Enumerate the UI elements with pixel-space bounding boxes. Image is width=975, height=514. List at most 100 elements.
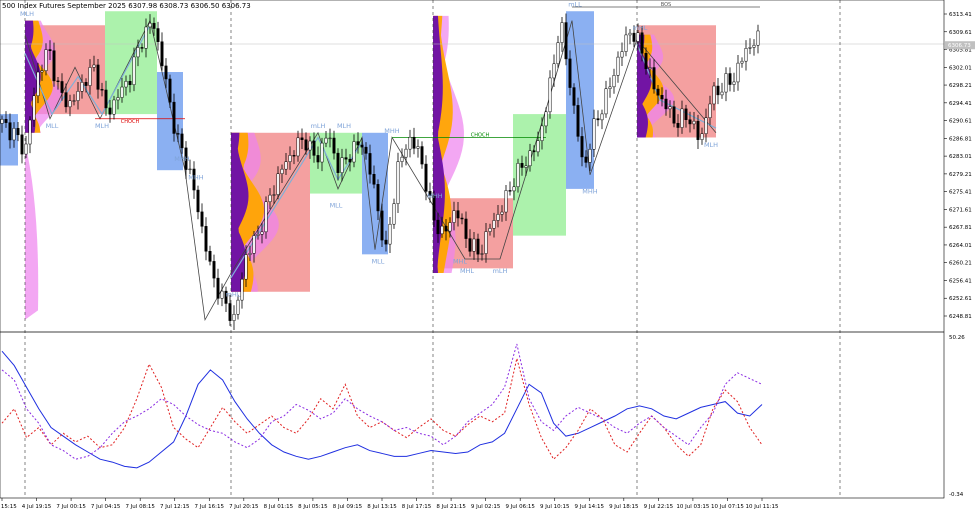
candle-bear (172, 101, 176, 134)
candle-bull (188, 168, 192, 171)
candle-bear (140, 47, 144, 49)
candle-bull (320, 142, 324, 163)
candle-bull (324, 137, 328, 144)
candle-bear (364, 146, 368, 154)
candle-bear (312, 140, 316, 156)
structure-label: mHL (226, 290, 241, 298)
candle-bull (392, 203, 396, 225)
candle-bull (488, 228, 492, 232)
y-tick-label: 6309.61 (949, 30, 972, 36)
y-tick-label: 6294.41 (949, 101, 972, 107)
candle-bull (236, 299, 240, 315)
x-tick-label: 7 Jul 12:15 (160, 504, 190, 510)
candle-bull (264, 201, 268, 233)
candle-bull (648, 67, 652, 70)
candle-bull (352, 141, 356, 163)
y-tick-label: 6267.81 (949, 225, 972, 231)
candle-bull (560, 22, 564, 43)
candle-bull (448, 222, 452, 232)
candle-bull (408, 136, 412, 150)
candle-bear (168, 78, 172, 103)
structure-label: MHL (453, 258, 467, 266)
candle-bull (440, 225, 444, 235)
candle-bear (316, 155, 320, 163)
choch-label: CHOCH (471, 132, 490, 138)
structure-label: MHH (188, 174, 203, 182)
structure-label: MHH (582, 188, 597, 196)
price-badge (945, 41, 975, 50)
candle-bull (620, 51, 624, 58)
y-tick-label: 6275.41 (949, 190, 972, 196)
candle-bear (684, 108, 688, 120)
candle-bear (200, 211, 204, 227)
x-tick-label: 7 Jul 16:15 (195, 504, 225, 510)
candle-bull (268, 194, 272, 203)
price-badge-label: 6306.73 (948, 43, 971, 49)
x-tick-label: 9 Jul 06:15 (505, 504, 535, 510)
candle-bear (372, 173, 376, 185)
candle-bull (36, 71, 40, 97)
candle-bull (524, 165, 528, 168)
candle-bear (376, 184, 380, 212)
structure-label: MLH (95, 122, 109, 130)
candle-bull (240, 278, 244, 301)
x-tick-label: 8 Jul 17:15 (402, 504, 432, 510)
structure-label: MHH (427, 192, 442, 200)
x-tick-label: 7 Jul 04:15 (91, 504, 121, 510)
candle-bull (308, 140, 312, 151)
candle-bull (12, 128, 16, 141)
candle-bear (380, 210, 384, 241)
candle-bear (672, 106, 676, 124)
candle-bear (224, 290, 228, 304)
oscillator-layer (1, 343, 763, 469)
candle-bull (628, 32, 632, 36)
x-tick-label: 10 Jul 11:15 (746, 504, 779, 510)
candle-bear (464, 218, 468, 239)
candle-bull (736, 62, 740, 83)
volume-profile-purple (433, 15, 445, 274)
candle-bull (68, 100, 72, 108)
candle-bear (100, 89, 104, 91)
candle-bear (196, 189, 200, 213)
y-tick-label: 6290.61 (949, 119, 972, 125)
candle-bear (688, 119, 692, 125)
candle-bull (636, 32, 640, 42)
x-tick-label: 9 Jul 18:15 (609, 504, 639, 510)
structure-label: MLH (337, 122, 351, 130)
candle-bull (272, 194, 276, 196)
structure-label: MHH (384, 127, 399, 135)
candle-bear (508, 190, 512, 192)
candle-bull (92, 64, 96, 68)
oscillator-series (1, 350, 763, 469)
candle-bear (360, 144, 364, 148)
oscillator-series (1, 343, 763, 460)
candle-bull (248, 253, 252, 255)
x-tick-label: 9 Jul 02:15 (471, 504, 501, 510)
candle-bear (660, 94, 664, 100)
x-tick-label: 8 Jul 21:15 (436, 504, 466, 510)
candle-bear (16, 128, 20, 136)
candle-bear (332, 137, 336, 154)
ohlc-values: 6307.98 6308.73 6306.50 6306.73 (128, 2, 251, 10)
candle-bear (176, 133, 180, 135)
candle-bear (184, 147, 188, 170)
y-tick-label: 6302.01 (949, 65, 972, 71)
candle-bear (84, 82, 88, 86)
structure-label: MLL (372, 258, 385, 266)
candle-bear (572, 87, 576, 106)
y-tick-label: 6305.81 (949, 48, 972, 54)
candle-bull (492, 220, 496, 229)
candle-bull (588, 149, 592, 163)
chart-header: 500 Index Futures September 2025 6307.98… (2, 2, 251, 10)
x-tick-label: 10 Jul 03:15 (676, 504, 709, 510)
candle-bull (612, 75, 616, 88)
candle-bull (280, 168, 284, 174)
candle-bear (428, 191, 432, 196)
candle-bear (208, 251, 212, 262)
candle-bear (564, 22, 568, 60)
structure-label: mHL (633, 24, 648, 32)
candle-bull (604, 88, 608, 115)
candle-bull (72, 100, 76, 102)
